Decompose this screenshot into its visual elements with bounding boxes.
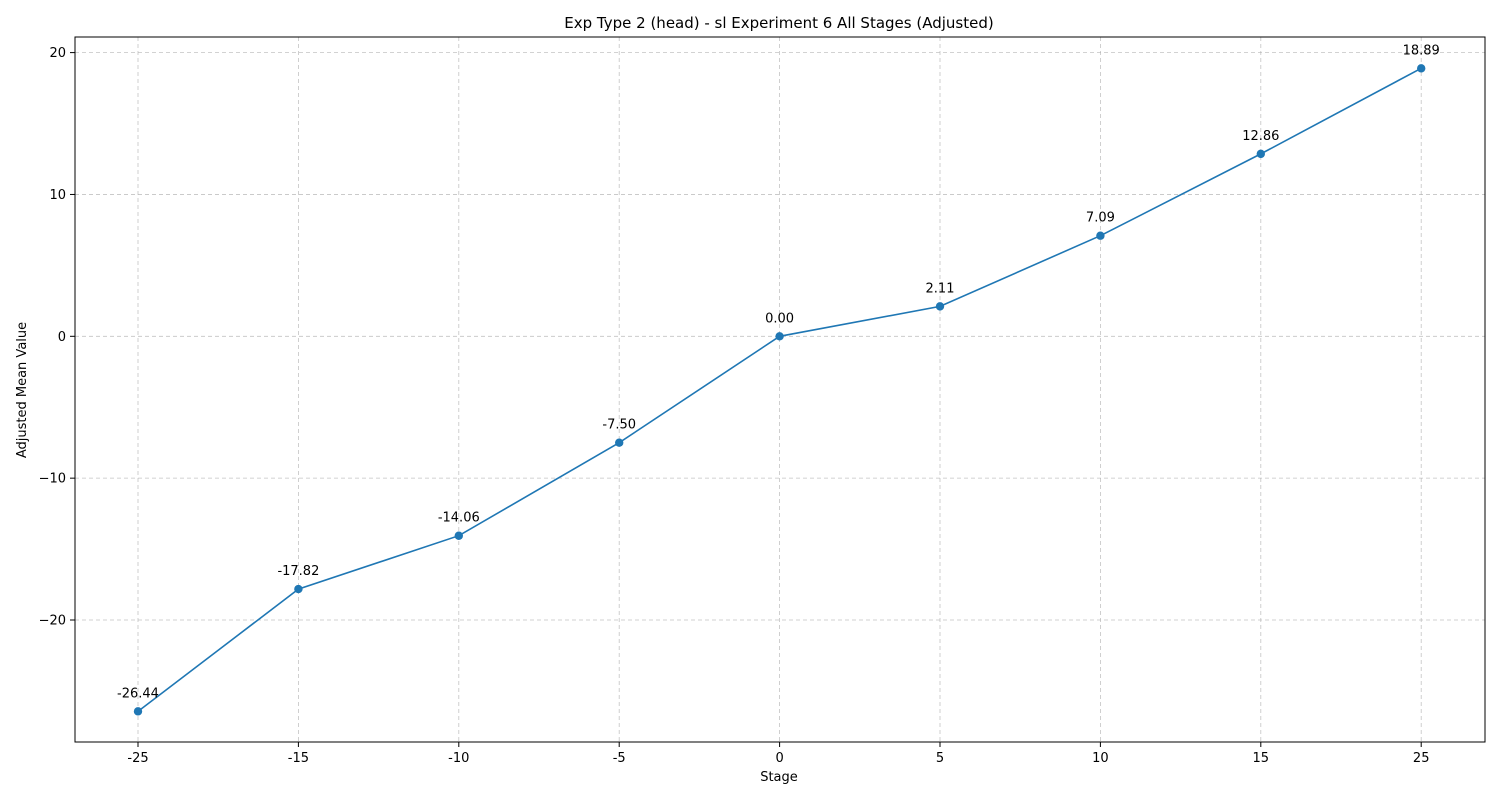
x-tick-label: -25: [127, 751, 148, 766]
data-label: -17.82: [277, 564, 319, 579]
data-label: 18.89: [1403, 43, 1440, 58]
y-tick-label: −20: [39, 614, 66, 629]
ticks-layer: -25 -15 -10 -5 0 5 10 15 25 −20 −10 0 10 20: [39, 46, 1430, 766]
x-tick-label: -15: [288, 751, 309, 766]
y-tick-label: 0: [58, 330, 66, 345]
data-labels-layer: -26.44 -17.82 -14.06 -7.50 0.00 2.11 7.09 12.86…: [117, 43, 1440, 701]
data-label: -26.44: [117, 686, 159, 701]
data-point: [935, 302, 945, 311]
x-tick-label: 25: [1413, 751, 1430, 766]
data-point: [1096, 231, 1105, 240]
y-tick-label: −10: [39, 472, 66, 487]
data-label: 12.86: [1242, 129, 1279, 144]
series-layer: [133, 64, 1426, 716]
x-axis-label: Stage: [760, 770, 798, 785]
grid-layer: [75, 37, 1485, 742]
x-tick-label: 5: [936, 751, 944, 766]
y-axis-label: Adjusted Mean Value: [15, 322, 30, 458]
x-tick-label: 10: [1092, 751, 1109, 766]
x-tick-label: 15: [1253, 751, 1270, 766]
data-label: 0.00: [765, 311, 794, 326]
y-tick-label: 20: [49, 46, 66, 61]
data-point: [615, 438, 624, 447]
data-label: -7.50: [602, 418, 636, 433]
x-tick-label: 0: [775, 751, 783, 766]
y-tick-label: 10: [49, 188, 66, 203]
data-point: [775, 332, 784, 341]
data-label: 2.11: [926, 281, 955, 296]
data-point: [133, 707, 143, 716]
data-point: [1256, 149, 1266, 159]
data-label: 7.09: [1086, 211, 1115, 226]
data-point: [1417, 64, 1426, 73]
data-point: [454, 531, 463, 540]
data-point: [294, 584, 303, 594]
data-label: -14.06: [438, 511, 480, 526]
x-tick-label: -5: [613, 751, 626, 766]
x-tick-label: -10: [448, 751, 469, 766]
chart-title: Exp Type 2 (head) - sl Experiment 6 All …: [564, 14, 993, 32]
